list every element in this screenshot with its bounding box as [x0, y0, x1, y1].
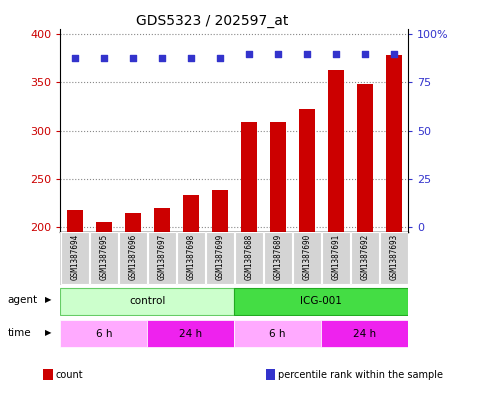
- Point: [216, 55, 224, 62]
- Text: percentile rank within the sample: percentile rank within the sample: [278, 370, 443, 380]
- Text: ICG-001: ICG-001: [300, 296, 342, 307]
- Point: [71, 55, 79, 62]
- Bar: [177, 232, 205, 285]
- Bar: [212, 191, 228, 393]
- Bar: [380, 232, 408, 285]
- Bar: [298, 110, 315, 393]
- Point: [158, 55, 166, 62]
- Text: GSM1387691: GSM1387691: [331, 234, 340, 280]
- Text: time: time: [7, 328, 31, 338]
- Bar: [60, 288, 234, 315]
- Bar: [148, 232, 176, 285]
- Text: ▶: ▶: [45, 329, 52, 337]
- Bar: [386, 55, 402, 393]
- Point: [245, 50, 253, 57]
- Text: GSM1387697: GSM1387697: [157, 234, 166, 280]
- Bar: [234, 320, 321, 347]
- Bar: [90, 232, 118, 285]
- Bar: [293, 232, 321, 285]
- Text: GSM1387688: GSM1387688: [244, 234, 253, 280]
- Text: ▶: ▶: [45, 296, 52, 304]
- Bar: [183, 195, 199, 393]
- Text: GSM1387692: GSM1387692: [360, 234, 369, 280]
- Point: [303, 50, 311, 57]
- Text: GSM1387699: GSM1387699: [215, 234, 224, 280]
- Bar: [125, 213, 141, 393]
- Text: 24 h: 24 h: [179, 329, 202, 339]
- Bar: [67, 210, 83, 393]
- Bar: [322, 232, 350, 285]
- Bar: [235, 232, 263, 285]
- Text: GSM1387696: GSM1387696: [128, 234, 137, 280]
- Bar: [60, 320, 147, 347]
- Bar: [61, 232, 89, 285]
- Text: 6 h: 6 h: [270, 329, 286, 339]
- Bar: [234, 288, 408, 315]
- Point: [129, 55, 137, 62]
- Bar: [119, 232, 147, 285]
- Bar: [270, 122, 286, 393]
- Bar: [96, 222, 112, 393]
- Text: 24 h: 24 h: [353, 329, 376, 339]
- Point: [390, 50, 398, 57]
- Bar: [321, 320, 408, 347]
- Bar: [264, 232, 292, 285]
- Text: GSM1387695: GSM1387695: [99, 234, 108, 280]
- Point: [332, 50, 340, 57]
- Text: count: count: [56, 370, 83, 380]
- Point: [100, 55, 108, 62]
- Bar: [147, 320, 234, 347]
- Text: GDS5323 / 202597_at: GDS5323 / 202597_at: [136, 14, 289, 28]
- Bar: [351, 232, 379, 285]
- Text: control: control: [129, 296, 166, 307]
- Point: [274, 50, 282, 57]
- Text: GSM1387690: GSM1387690: [302, 234, 311, 280]
- Text: GSM1387693: GSM1387693: [389, 234, 398, 280]
- Text: GSM1387694: GSM1387694: [71, 234, 79, 280]
- Bar: [241, 122, 257, 393]
- Point: [187, 55, 195, 62]
- Text: GSM1387689: GSM1387689: [273, 234, 282, 280]
- Text: agent: agent: [7, 295, 37, 305]
- Text: 6 h: 6 h: [96, 329, 112, 339]
- Bar: [154, 208, 170, 393]
- Text: GSM1387698: GSM1387698: [186, 234, 195, 280]
- Bar: [206, 232, 234, 285]
- Bar: [328, 70, 344, 393]
- Bar: [357, 84, 373, 393]
- Point: [361, 50, 369, 57]
